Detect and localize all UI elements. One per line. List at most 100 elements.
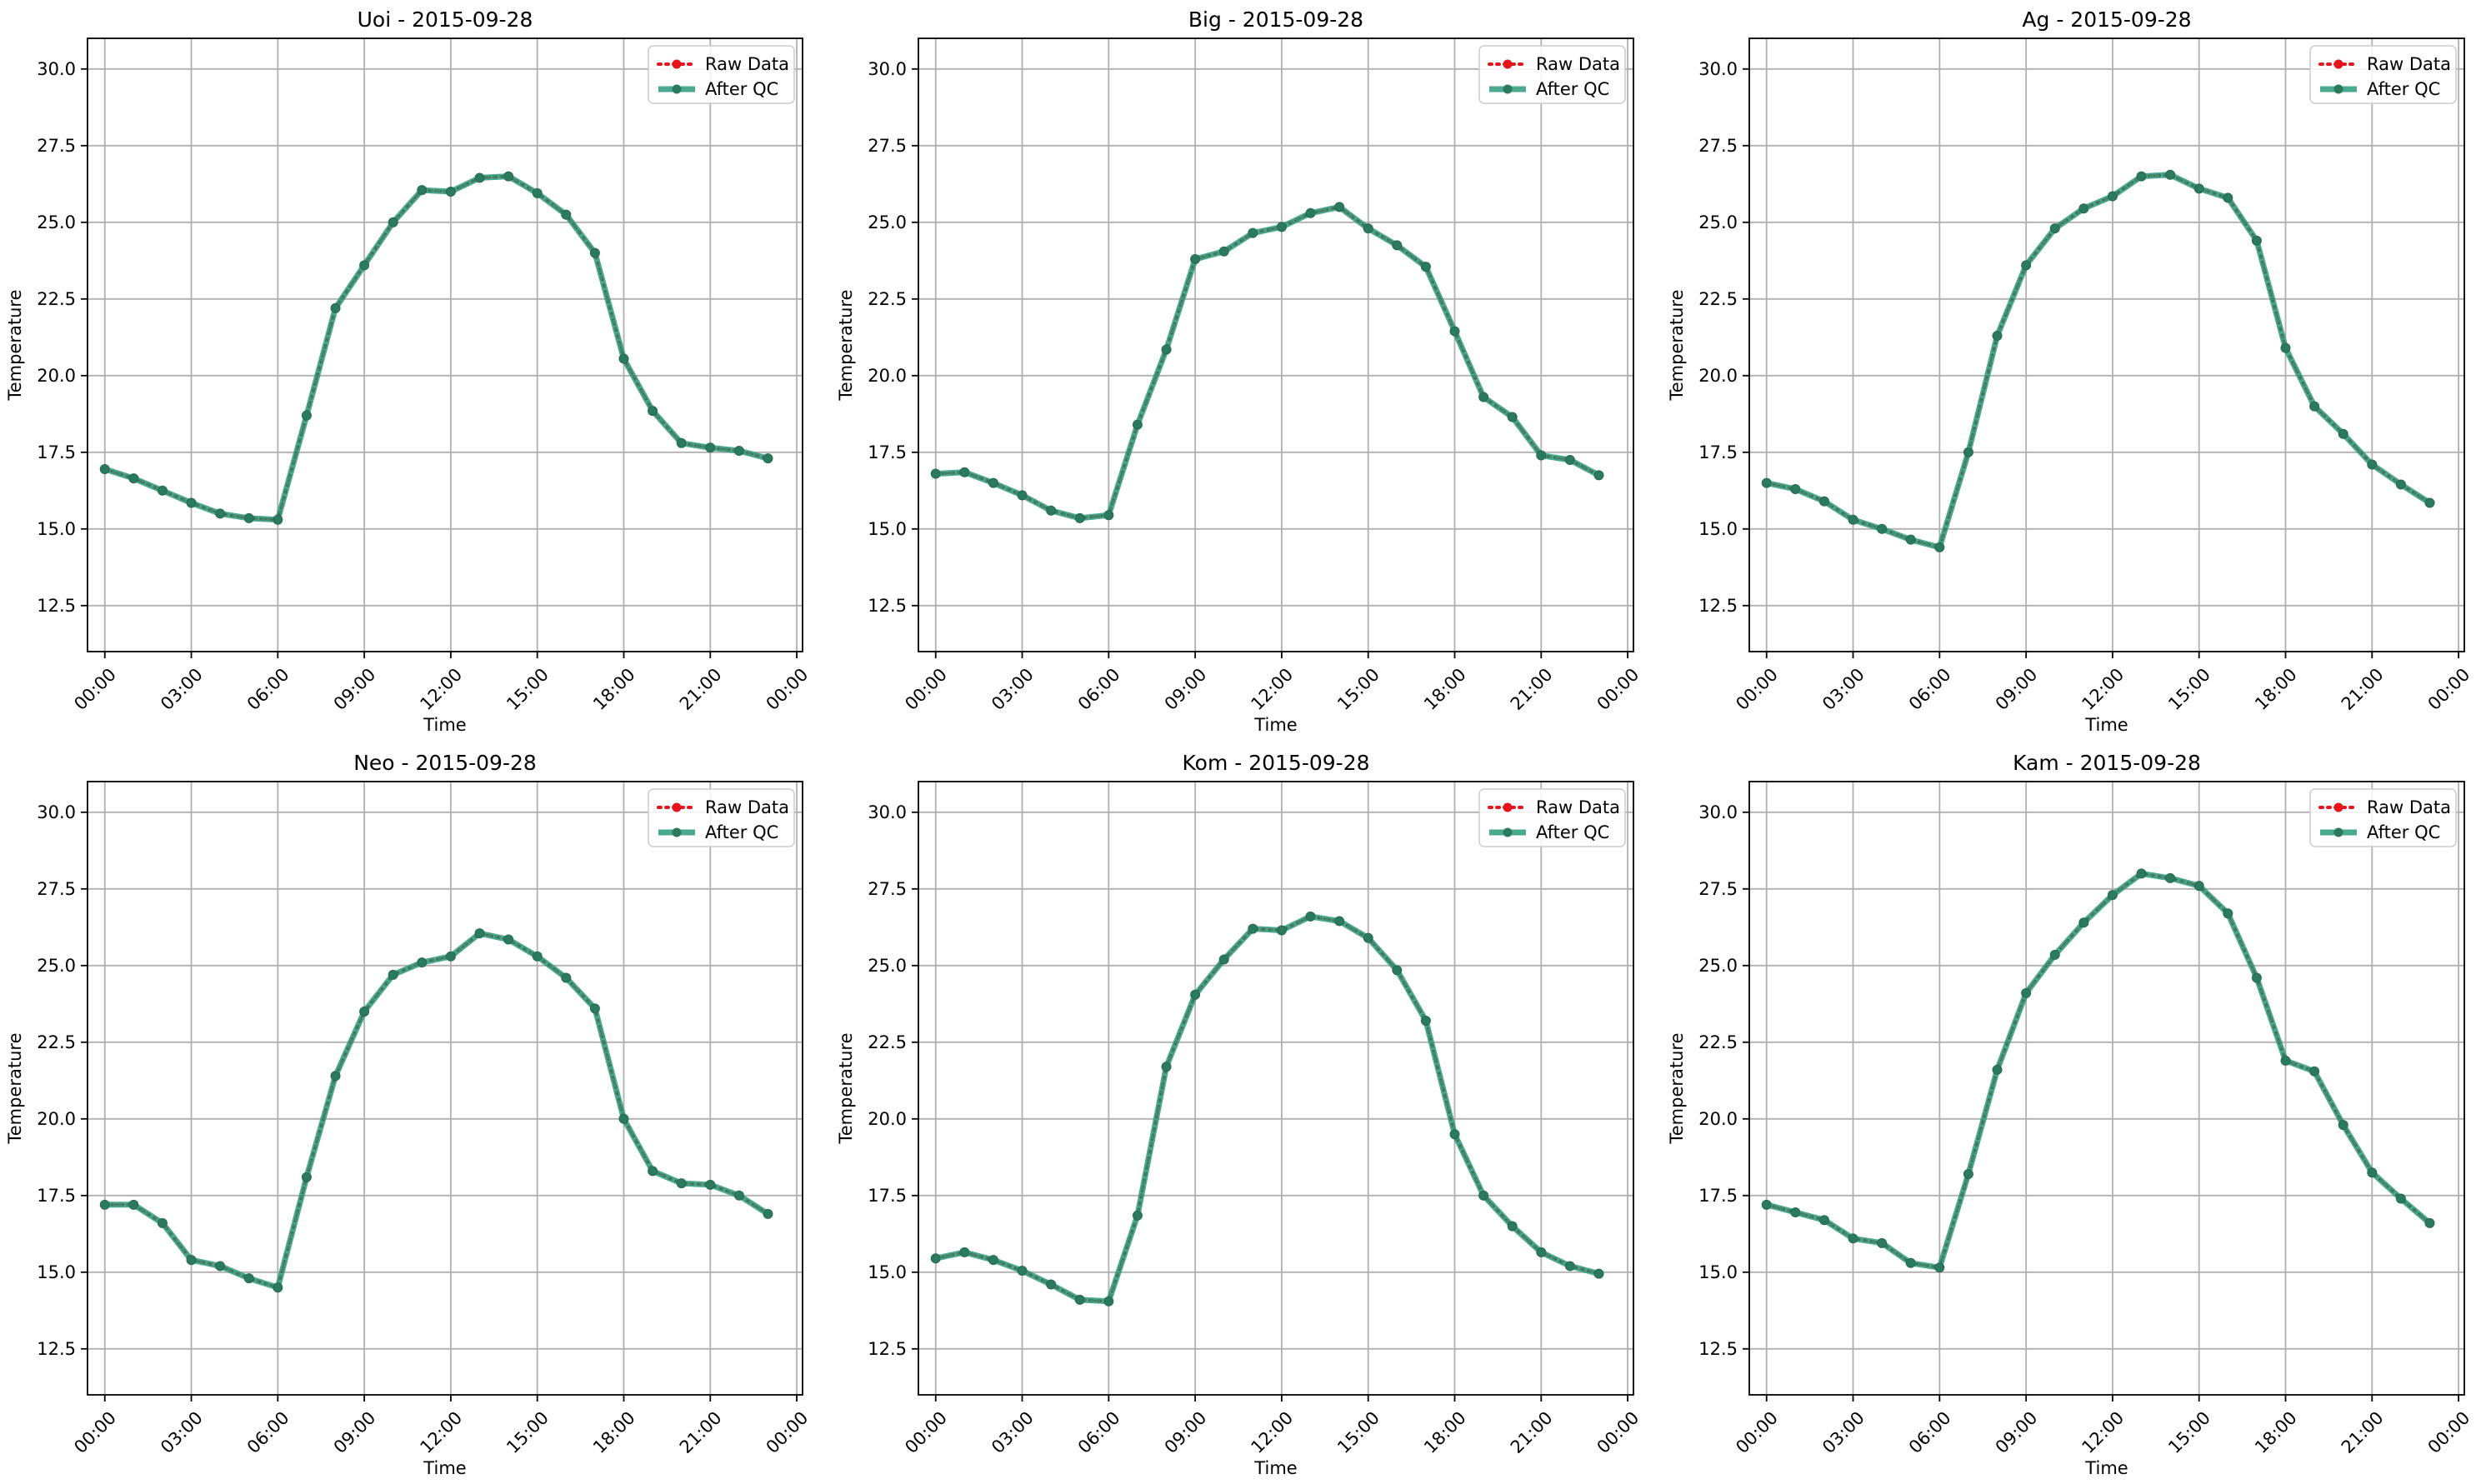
data-point [2193, 881, 2204, 892]
data-point [1103, 510, 1114, 521]
raw-data-overlay [104, 932, 769, 1289]
after-qc-line [935, 203, 1601, 522]
data-point [215, 508, 226, 519]
y-axis-label: Temperature [1667, 1032, 1687, 1144]
data-point [417, 185, 428, 196]
data-point [99, 464, 110, 475]
y-tick-label: 22.5 [37, 289, 76, 309]
legend-raw-label: Raw Data [705, 54, 789, 74]
data-point [1934, 1262, 1945, 1273]
legend: Raw Data After QC [2309, 45, 2457, 104]
data-point [2021, 260, 2032, 271]
y-tick-label: 27.5 [868, 879, 907, 899]
data-point [1305, 911, 1316, 922]
x-axis-label: Time [2084, 1458, 2128, 1478]
axes-frame [87, 37, 803, 652]
x-tick-label: 00:00 [70, 1407, 120, 1457]
y-tick-label: 15.0 [1698, 519, 1738, 539]
x-tick-label: 00:00 [70, 664, 120, 714]
y-tick-label: 22.5 [37, 1032, 76, 1052]
x-tick-label: 12:00 [2078, 1407, 2128, 1457]
x-tick-label: 18:00 [1420, 664, 1470, 714]
legend-qc-label: After QC [1536, 822, 1609, 842]
data-point [1963, 1169, 1973, 1180]
y-tick-label: 30.0 [37, 59, 76, 79]
x-tick-label: 15:00 [503, 664, 553, 714]
x-tick-label: 00:00 [901, 664, 951, 714]
data-point [330, 1071, 341, 1082]
data-point [561, 972, 572, 983]
data-point [1877, 1237, 1888, 1248]
chart-panel-3: 00:00 03:00 06:00 09:00 12:00 15:00 18:00 21:00… [1667, 7, 2473, 735]
data-point [2223, 192, 2233, 203]
data-point [359, 260, 370, 271]
raw-data-overlay [935, 915, 1599, 1303]
data-point [186, 1255, 197, 1266]
chart-panel-2: 00:00 03:00 06:00 09:00 12:00 15:00 18:00 21:00… [836, 7, 1643, 735]
x-tick-label: 00:00 [1732, 1407, 1782, 1457]
y-tick-label: 15.0 [37, 1262, 76, 1282]
x-tick-label: 18:00 [2251, 664, 2301, 714]
x-tick-label: 06:00 [1905, 664, 1955, 714]
data-point [1161, 1062, 1172, 1072]
after-qc-line [104, 930, 770, 1291]
data-point [2107, 191, 2118, 202]
legend-qc-marker [1503, 84, 1513, 94]
data-point [1818, 496, 1829, 507]
legend-raw-marker [2333, 802, 2343, 812]
x-tick-label: 12:00 [2078, 664, 2128, 714]
data-point [1190, 989, 1201, 1000]
data-point [215, 1261, 226, 1272]
data-point [301, 410, 312, 421]
data-point [1963, 447, 1973, 457]
x-tick-label: 00:00 [763, 1407, 813, 1457]
data-point [2193, 183, 2204, 194]
data-point [273, 514, 283, 525]
y-tick-label: 22.5 [868, 1032, 907, 1052]
data-point [1478, 1190, 1489, 1201]
x-tick-label: 21:00 [676, 664, 726, 714]
data-point [157, 485, 168, 496]
after-qc-line [935, 913, 1600, 1305]
legend: Raw Data After QC [648, 45, 795, 104]
legend: Raw Data After QC [648, 788, 795, 847]
data-point [1305, 207, 1316, 218]
after-qc-line [1765, 870, 2432, 1271]
data-point [2367, 1167, 2378, 1178]
data-point [388, 969, 398, 980]
data-point [1248, 227, 1258, 238]
data-point [1818, 1215, 1829, 1226]
y-tick-label: 22.5 [1698, 289, 1738, 309]
data-point [1132, 419, 1143, 430]
x-tick-label: 18:00 [589, 1407, 639, 1457]
data-point [2280, 1055, 2291, 1066]
x-axis: 00:00 03:00 06:00 09:00 12:00 15:00 18:00 21:00… [901, 652, 1643, 714]
data-point [1761, 477, 1772, 488]
data-point [1420, 262, 1431, 272]
raw-data-line [103, 174, 770, 522]
data-point [2338, 1120, 2348, 1131]
x-tick-label: 12:00 [1247, 1407, 1297, 1457]
legend-raw-marker [672, 59, 682, 69]
legend-raw-marker [1503, 802, 1513, 812]
y-tick-label: 25.0 [37, 956, 76, 976]
y-tick-label: 17.5 [868, 442, 907, 462]
x-tick-label: 12:00 [416, 1407, 466, 1457]
x-axis: 00:00 03:00 06:00 09:00 12:00 15:00 18:00 21:00… [901, 1395, 1643, 1457]
y-tick-label: 30.0 [1698, 802, 1738, 822]
data-point [930, 468, 941, 479]
data-point [186, 497, 197, 508]
y-axis: 12.5 15.0 17.5 20.0 22.5 25.0 27.5 30.0 [37, 59, 88, 616]
y-tick-label: 20.0 [868, 366, 907, 386]
legend-qc-marker [2333, 84, 2343, 94]
data-point [1046, 505, 1057, 516]
y-axis-label: Temperature [836, 289, 856, 401]
data-point [589, 1003, 600, 1014]
data-point [128, 1199, 139, 1210]
data-point [532, 187, 543, 198]
y-axis-label: Temperature [5, 289, 25, 401]
data-point [359, 1007, 370, 1017]
x-tick-label: 21:00 [1507, 664, 1557, 714]
data-point [618, 353, 629, 364]
